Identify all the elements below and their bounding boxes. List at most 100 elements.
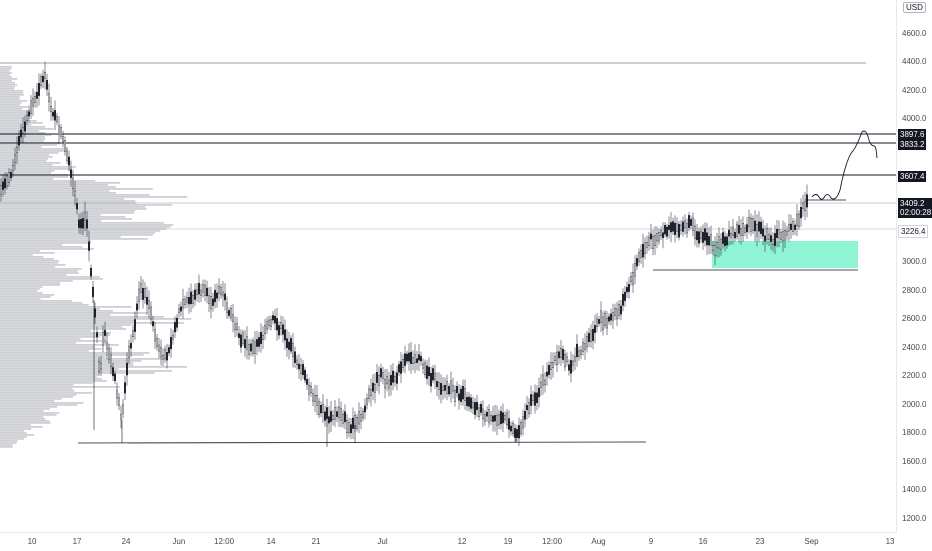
projection-path[interactable] [811,130,878,200]
candle-body [164,349,166,360]
volume-profile-bar [0,320,135,322]
time-tick-label: 12:00 [214,537,235,546]
candle-body [686,223,688,234]
candle-body [370,389,372,396]
candle-body [196,289,198,296]
volume-profile-bar [0,182,121,184]
candle-body [784,230,786,241]
candle-body [328,416,330,424]
candle-body [126,362,128,376]
candle-body [492,415,494,422]
candle-body [308,384,310,395]
candle-body [612,312,614,321]
candle-body [54,110,56,121]
candle-body [376,372,378,383]
candle-body [180,306,182,312]
volume-profile-bar [0,330,91,332]
candle-body [662,232,664,238]
candle-body [26,114,28,121]
candle-body [262,335,264,340]
candle-body [704,228,706,241]
volume-profile-bar [0,186,116,188]
volume-profile [0,66,192,448]
support-line-low [77,441,647,444]
volume-profile-bar [0,274,67,276]
candle-body [232,314,234,322]
candle-body [720,238,722,251]
candle-body [70,169,72,178]
volume-profile-bar [0,430,25,432]
candle-body [130,342,132,349]
candle-body [186,297,188,303]
candle-body [716,242,718,249]
candle-body [592,329,594,341]
candle-body [84,212,86,221]
volume-profile-bar [0,156,53,158]
candle-body [636,258,638,267]
volume-profile-bar [0,116,29,118]
candle-body [242,332,244,344]
candle-body [170,337,172,350]
candle-body [108,347,110,360]
currency-label[interactable]: USD [903,2,926,13]
candle-body [220,287,222,296]
candle-body [760,221,762,234]
candle-body [506,412,508,426]
candle-body [162,354,164,360]
volume-profile-bar [0,252,55,254]
candle-body [422,363,424,369]
candle-body [350,424,352,434]
candle-body [680,224,682,231]
candle-body [660,230,662,237]
candle-body [480,403,482,413]
volume-profile-bar [0,250,40,252]
volume-profile-bar [0,102,22,104]
candle-body [538,387,540,398]
volume-profile-bar [0,324,132,326]
volume-profile-bar [0,134,52,136]
price-tick-label: 1800.0 [902,428,927,437]
candle-body [614,308,616,316]
candle-body [94,308,96,318]
candle-body [400,361,402,374]
volume-profile-bar [0,440,18,442]
candle-body [104,329,106,336]
candle-body [792,221,794,232]
volume-profile-bar [0,68,12,70]
candle-body [464,388,466,401]
time-tick-label: 24 [121,537,131,546]
candle-body [52,111,54,117]
candle-body [706,232,708,246]
candle-body [38,83,40,96]
candle-body [256,339,258,347]
candle-body [222,291,224,297]
candle-body [606,317,608,329]
time-tick-label: 19 [503,537,513,546]
volume-profile-bar [0,292,43,294]
candle-body [734,231,736,239]
volume-profile-bar [0,154,50,156]
current-price-value: 3409.2 [900,199,925,208]
candle-body [200,290,202,296]
candle-body [112,367,114,377]
price-chart[interactable] [0,0,896,532]
volume-profile-bar [0,254,33,256]
volume-profile-bar [0,416,44,418]
candle-body [382,372,384,379]
candle-body [710,234,712,246]
candle-body [416,358,418,363]
candle-body [462,386,464,400]
candle-body [266,321,268,330]
candle-body [678,224,680,238]
volume-profile-bar [0,118,30,120]
volume-profile-bar [0,70,10,72]
candle-body [430,372,432,387]
volume-profile-bar [0,218,133,220]
candle-body [508,418,510,430]
time-axis[interactable]: 10 17 24 Jun 12:00 14 21 Jul 12 19 12:00 Aug 9 16 23 Se… [0,532,896,551]
price-axis[interactable]: 4600.04400.04200.04000.03800.03600.03400… [896,0,932,532]
volume-profile-bar [0,346,95,348]
candle-body [388,379,390,389]
candle-body [628,284,630,292]
